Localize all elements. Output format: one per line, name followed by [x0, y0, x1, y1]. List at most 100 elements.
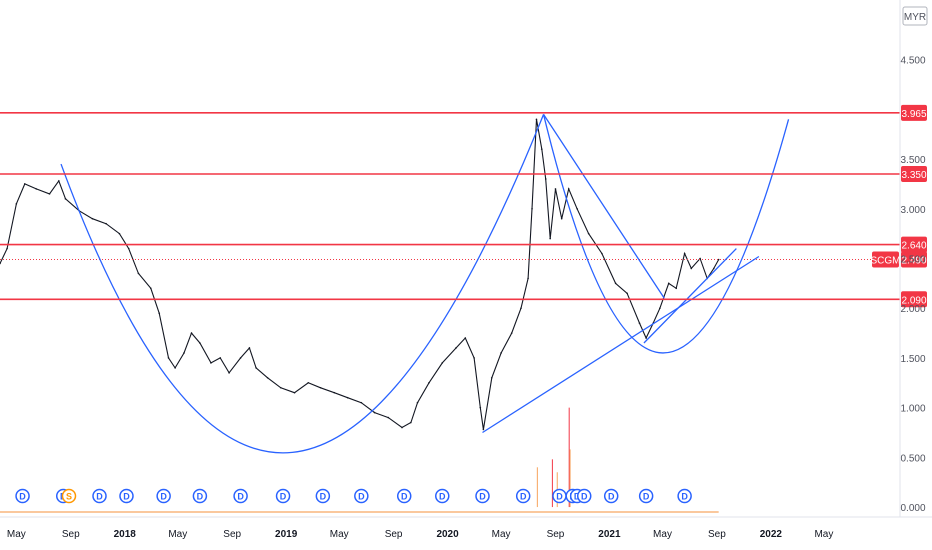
- price-point: [190, 332, 193, 334]
- price-point: [576, 207, 578, 210]
- price-point: [410, 421, 412, 424]
- price-point: [0, 262, 1, 265]
- price-point: [549, 237, 551, 240]
- x-tick-label: Sep: [62, 529, 80, 540]
- trendline-support-1[interactable]: [482, 255, 760, 434]
- dividend-event-icon[interactable]: [677, 488, 692, 504]
- price-point: [510, 332, 513, 334]
- event-marker-letter: D: [320, 492, 327, 502]
- event-marker-letter: D: [681, 492, 688, 502]
- y-tick-label: 2.000: [900, 304, 925, 315]
- horizontal-level-layer[interactable]: 3.965 3.350 2.640 2.090 SCGM 2.490: [0, 104, 927, 308]
- price-point: [520, 307, 522, 310]
- price-point: [699, 257, 701, 260]
- level-price-label: 2.090: [901, 295, 926, 306]
- trendline-cup[interactable]: [60, 114, 545, 454]
- dividend-event-icon[interactable]: [156, 488, 171, 504]
- price-point: [531, 207, 533, 210]
- dividend-event-icon[interactable]: [192, 488, 208, 504]
- dividend-event-icon[interactable]: [92, 488, 107, 504]
- y-tick-label: 1.000: [900, 404, 925, 415]
- x-tick-label: 2020: [436, 529, 459, 540]
- y-tick-label: 1.500: [900, 354, 925, 365]
- price-point: [373, 411, 376, 414]
- price-point: [675, 287, 678, 290]
- dividend-event-icon[interactable]: [354, 488, 369, 504]
- dividend-event-icon[interactable]: [233, 488, 248, 504]
- price-point: [91, 217, 94, 220]
- price-axis[interactable]: 4.500 3.500 3.000 2.500 2.000 1.500 1.000 0.500…: [900, 56, 925, 514]
- price-point: [560, 217, 563, 220]
- price-point: [150, 287, 152, 290]
- currency-badge[interactable]: MYR: [902, 6, 928, 26]
- price-point: [239, 357, 242, 359]
- dividend-event-icon[interactable]: [275, 488, 291, 504]
- price-point: [105, 222, 107, 225]
- price-point: [535, 118, 538, 121]
- event-marker-letter: D: [19, 492, 26, 502]
- dividend-event-icon[interactable]: [15, 488, 30, 504]
- dividend-event-icon[interactable]: [315, 488, 331, 504]
- x-tick-label: Sep: [708, 529, 726, 540]
- level-price-label: 3.350: [901, 170, 926, 181]
- price-point: [500, 352, 502, 354]
- price-point: [717, 258, 720, 261]
- x-tick-label: May: [653, 529, 672, 540]
- price-point: [614, 282, 617, 285]
- dividend-event-icon[interactable]: [603, 488, 619, 504]
- event-marker-letter: D: [358, 492, 365, 502]
- price-point: [48, 193, 51, 195]
- dividend-event-icon[interactable]: [119, 488, 134, 504]
- currency-badge-box: [902, 6, 928, 26]
- event-marker-letter: D: [237, 492, 244, 502]
- price-point: [167, 357, 170, 359]
- dividend-event-icon[interactable]: [576, 488, 592, 504]
- price-point: [255, 367, 257, 369]
- trendline-layer[interactable]: [60, 113, 790, 454]
- dividend-event-icon[interactable]: [396, 488, 412, 504]
- level-price-label-box: [901, 291, 927, 308]
- price-point: [333, 391, 336, 394]
- event-marker-layer[interactable]: DDSDDDDDDDDDDDDDDDDDDD: [15, 488, 692, 504]
- dividend-event-icon[interactable]: [515, 488, 531, 504]
- event-marker-letter: D: [160, 492, 167, 502]
- price-point: [626, 292, 628, 295]
- price-point: [360, 401, 363, 404]
- time-axis[interactable]: May Sep 2018 May Sep 2019 May Sep 2020 May Sep 2021…: [7, 529, 833, 540]
- symbol-label: SCGM: [871, 255, 901, 266]
- price-point: [346, 396, 349, 399]
- event-marker-letter: D: [581, 492, 588, 502]
- dividend-event-icon[interactable]: [638, 488, 654, 504]
- price-point: [659, 307, 661, 310]
- x-tick-label: May: [492, 529, 511, 540]
- event-marker-letter: D: [556, 492, 563, 502]
- level-price-label-box: [901, 236, 927, 253]
- price-point: [387, 416, 390, 419]
- level-price-label: 3.965: [901, 109, 926, 120]
- price-point: [441, 362, 444, 364]
- trendline-support-2[interactable]: [643, 248, 737, 344]
- trendline-right-cup[interactable]: [542, 114, 790, 354]
- event-marker-letter: D: [401, 492, 408, 502]
- price-point: [118, 232, 121, 235]
- price-point: [479, 406, 482, 409]
- dividend-event-icon[interactable]: [475, 488, 490, 504]
- price-point: [667, 282, 670, 285]
- split-event-icon[interactable]: [61, 488, 77, 504]
- x-tick-label: May: [7, 529, 26, 540]
- price-point: [428, 381, 430, 384]
- trendline-falling[interactable]: [542, 113, 665, 299]
- price-point: [482, 428, 485, 431]
- dividend-event-icon[interactable]: [435, 488, 450, 504]
- event-marker-letter: D: [96, 492, 103, 502]
- last-price-label: 2.490: [901, 255, 926, 266]
- x-tick-label: 2022: [760, 529, 783, 540]
- price-point: [199, 342, 201, 344]
- price-point: [58, 180, 60, 182]
- price-point: [266, 377, 269, 379]
- price-point: [228, 372, 230, 374]
- level-price-label-box: [901, 104, 927, 121]
- y-tick-label: 4.500: [900, 56, 925, 67]
